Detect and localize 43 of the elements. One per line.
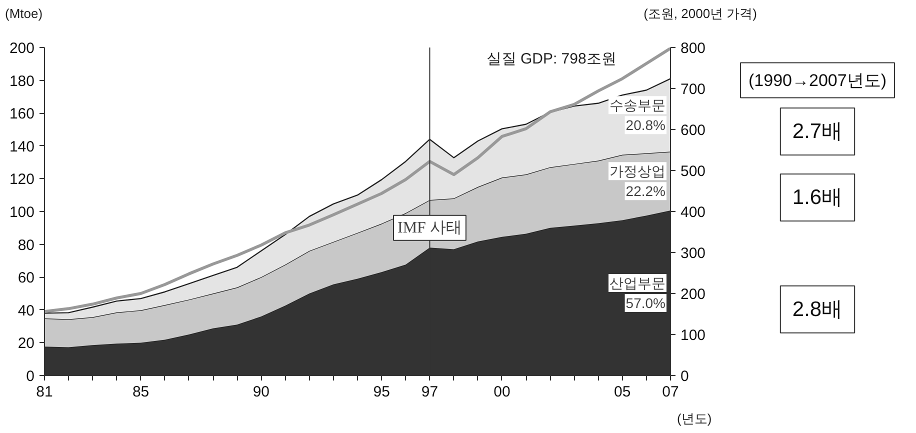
y-tick-label: 120 (9, 171, 35, 188)
y-tick-label: 160 (9, 106, 35, 123)
y-axis-title: (Mtoe) (5, 5, 43, 23)
x-tick-label: 90 (252, 384, 270, 400)
y2-tick-label: 200 (680, 286, 706, 303)
x-tick-label: 00 (494, 384, 510, 400)
x-tick-label: 05 (614, 384, 631, 400)
y-tick-label: 60 (18, 270, 35, 287)
series-label: 산업부문 (610, 275, 666, 292)
y-tick-label: 200 (9, 40, 35, 57)
y-tick-label: 100 (9, 204, 35, 221)
x-axis-title: (년도) (677, 410, 712, 428)
x-tick-label: 07 (662, 384, 679, 400)
x-tick-label: 81 (36, 384, 53, 400)
series-label: 수송부문 (610, 97, 666, 114)
ref-line-label: IMF 사태 (398, 219, 462, 236)
y-tick-label: 20 (18, 335, 35, 352)
y2-tick-label: 700 (680, 81, 706, 98)
y-tick-label: 180 (9, 72, 35, 90)
y2-tick-label: 0 (680, 368, 689, 385)
x-tick-label: 85 (132, 384, 150, 400)
y2-tick-label: 800 (680, 40, 706, 57)
series-label: 가정상업 (610, 163, 666, 180)
annotation: 57.0% (626, 295, 666, 312)
annotation: 20.8% (626, 117, 666, 134)
y2-tick-label: 600 (680, 122, 706, 139)
x-tick-label: 97 (421, 384, 438, 400)
y-tick-label: 40 (18, 302, 35, 320)
x-tick-label: 95 (373, 384, 390, 400)
text: (1990→2007년도) (748, 70, 886, 90)
y2-tick-label: 500 (680, 163, 706, 180)
text: 2.7배 (792, 120, 843, 144)
y2-tick-label: 300 (680, 245, 706, 262)
y-tick-label: 80 (18, 236, 35, 254)
y-tick-label: 140 (9, 138, 35, 156)
y2-axis-title: (조원, 2000년 가격) (644, 5, 757, 23)
annotation: 22.2% (626, 183, 666, 200)
text: 2.8배 (792, 298, 843, 321)
y2-tick-label: 100 (680, 327, 706, 344)
text: 1.6배 (792, 186, 843, 209)
annotation: 실질 GDP: 798조원 (486, 50, 616, 68)
y-tick-label: 0 (26, 368, 34, 385)
y2-tick-label: 400 (680, 204, 706, 221)
